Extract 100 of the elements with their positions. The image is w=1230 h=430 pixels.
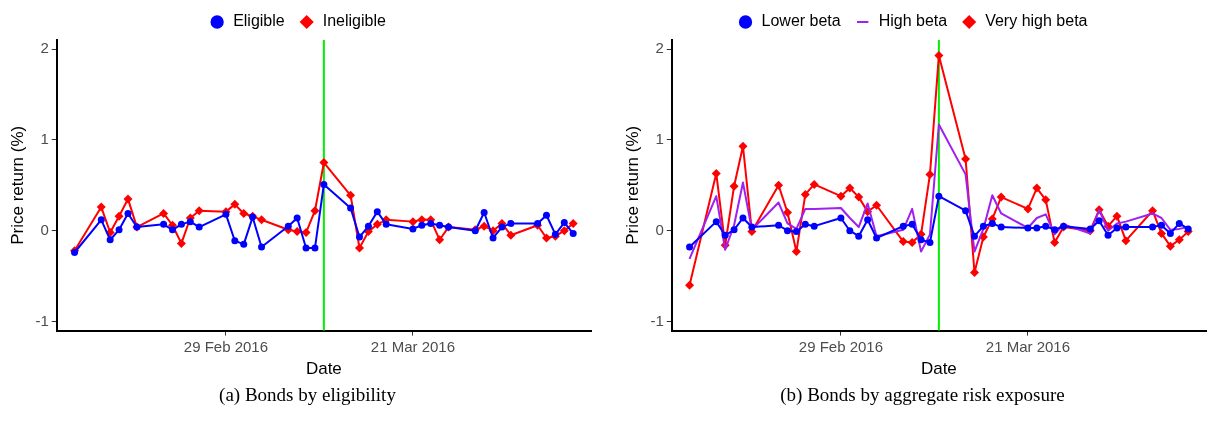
point xyxy=(791,247,801,257)
y-tick-label: 2 xyxy=(655,39,664,57)
point xyxy=(1095,217,1103,225)
point xyxy=(1175,219,1183,227)
y-tick-label: -1 xyxy=(650,311,664,329)
point xyxy=(479,221,489,231)
point xyxy=(347,204,355,212)
point xyxy=(908,220,916,228)
point xyxy=(568,218,578,228)
point xyxy=(320,180,328,188)
point xyxy=(686,243,694,251)
point xyxy=(382,220,390,228)
point xyxy=(319,158,329,168)
x-tick-label: 21 Mar 2016 xyxy=(985,337,1071,355)
point xyxy=(160,220,168,228)
point xyxy=(114,211,124,221)
point xyxy=(846,227,854,235)
point xyxy=(685,280,695,290)
point xyxy=(123,194,133,204)
point xyxy=(1051,226,1059,234)
point xyxy=(569,229,577,237)
point xyxy=(721,231,729,239)
point xyxy=(801,220,809,228)
point xyxy=(730,226,738,234)
y-axis-title: Price return (%) xyxy=(7,125,27,245)
point xyxy=(498,223,506,231)
point xyxy=(507,219,515,227)
y-tick-label: 2 xyxy=(40,39,49,57)
point xyxy=(301,228,311,238)
point xyxy=(925,169,935,179)
point xyxy=(195,223,203,231)
point xyxy=(1121,236,1131,246)
legend-label: Lower beta xyxy=(761,12,841,30)
point xyxy=(1166,229,1174,237)
point xyxy=(845,183,855,193)
x-tick-label: 21 Mar 2016 xyxy=(370,337,456,355)
point xyxy=(240,240,248,248)
point xyxy=(1041,195,1051,205)
point xyxy=(346,190,356,200)
point xyxy=(177,220,185,228)
point xyxy=(800,189,810,199)
point xyxy=(792,228,800,236)
point xyxy=(1112,211,1122,221)
point xyxy=(1104,231,1112,239)
point xyxy=(435,235,445,245)
point xyxy=(729,181,739,191)
point xyxy=(1042,222,1050,230)
point xyxy=(257,215,267,225)
point xyxy=(783,227,791,235)
y-tick-label: 0 xyxy=(655,220,664,238)
point xyxy=(541,233,551,243)
point xyxy=(372,219,382,229)
point xyxy=(774,180,784,190)
y-tick-label: -1 xyxy=(35,311,49,329)
point xyxy=(159,208,169,218)
point xyxy=(917,236,925,244)
point xyxy=(1149,223,1157,231)
point xyxy=(810,222,818,230)
point xyxy=(97,216,105,224)
legend-label: High beta xyxy=(878,12,948,30)
point xyxy=(996,192,1006,202)
point xyxy=(1165,241,1175,251)
legend-label: Eligible xyxy=(233,12,285,30)
point xyxy=(427,219,435,227)
point xyxy=(854,192,864,202)
point xyxy=(1050,238,1060,248)
point xyxy=(284,222,292,230)
point xyxy=(186,218,194,226)
point xyxy=(907,238,917,248)
point xyxy=(739,214,747,222)
point xyxy=(979,222,987,230)
point xyxy=(782,208,792,218)
point xyxy=(373,208,381,216)
point xyxy=(176,238,186,248)
point xyxy=(962,207,970,215)
point xyxy=(1032,183,1042,193)
point xyxy=(311,244,319,252)
point xyxy=(1113,224,1121,232)
y-tick-label: 1 xyxy=(655,130,664,148)
point xyxy=(106,236,114,244)
point xyxy=(809,179,819,189)
point xyxy=(96,202,106,212)
point xyxy=(230,199,240,209)
point xyxy=(836,191,846,201)
point xyxy=(988,219,996,227)
point xyxy=(1024,224,1032,232)
y-tick-label: 0 xyxy=(40,220,49,238)
point xyxy=(480,209,488,217)
point xyxy=(970,232,978,240)
point xyxy=(775,221,783,229)
point xyxy=(408,217,418,227)
point xyxy=(855,232,863,240)
point xyxy=(506,230,516,240)
point xyxy=(124,209,132,217)
point xyxy=(934,50,944,60)
point xyxy=(194,206,204,216)
point xyxy=(542,211,550,219)
legend-label: Ineligible xyxy=(322,12,386,30)
point xyxy=(355,233,363,241)
y-tick-label: 1 xyxy=(40,130,49,148)
